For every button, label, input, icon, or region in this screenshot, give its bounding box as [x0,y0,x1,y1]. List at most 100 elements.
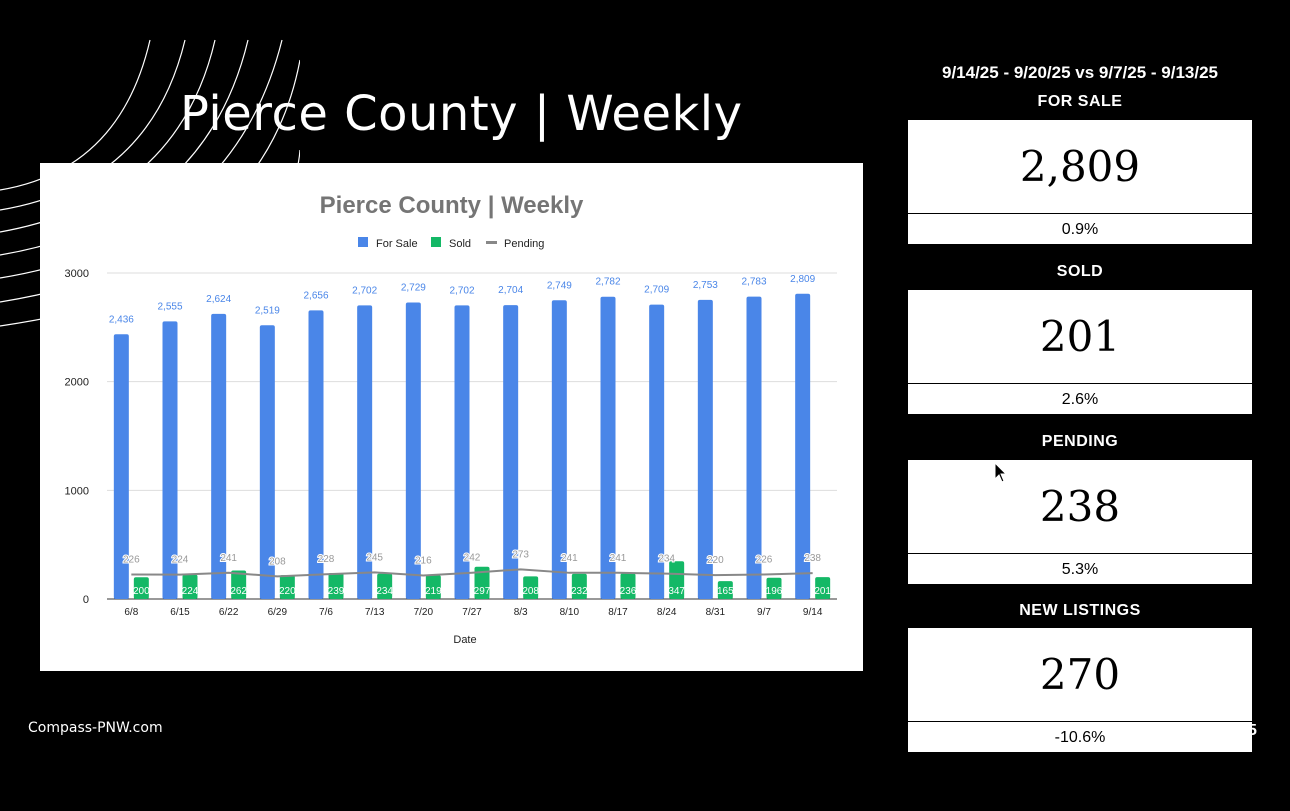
page-title: Pierce County | Weekly [180,86,743,142]
data-label-sold: 236 [620,586,637,597]
data-label-pending: 220 [707,555,724,566]
metric-divider [908,553,1252,554]
bar-for-sale [600,296,616,599]
bar-sold [279,575,295,599]
metric-change-sold: 2.6% [1061,390,1099,408]
x-tick-label: 6/8 [124,607,138,618]
x-tick-label: 8/17 [608,607,628,618]
data-label-pending: 226 [756,554,773,565]
line-pending [131,568,813,578]
data-label-for-sale: 2,702 [352,285,377,296]
bar-sold [766,577,782,599]
bar-sold [231,570,247,599]
data-label-sold: 165 [717,586,734,597]
bar-sold [425,575,441,599]
bar-sold [377,573,393,599]
data-label-sold: 347 [668,586,685,597]
metric-card-sold: 201 2.6% [908,290,1252,414]
data-label-sold: 220 [279,586,296,597]
bar-for-sale [697,299,713,599]
data-label-pending: 228 [318,554,335,565]
metric-card-new-listings: 270 -10.6% [908,628,1252,752]
bar-sold [669,561,685,599]
metric-change-new-listings: -10.6% [1054,728,1106,746]
data-label-sold: 196 [766,586,783,597]
bar-for-sale [405,302,421,599]
data-label-for-sale: 2,624 [206,294,231,305]
data-label-sold: 200 [133,586,150,597]
data-label-pending: 241 [610,553,627,564]
data-label-for-sale: 2,702 [449,285,474,296]
x-tick-label: 9/7 [757,607,771,618]
x-tick-label: 6/29 [268,607,288,618]
data-label-pending: 226 [123,554,140,565]
metric-divider [908,213,1252,214]
weekly-chart: Pierce County | Weekly For Sale Sold Pendin… [65,192,837,646]
data-label-for-sale: 2,555 [157,301,182,312]
bar-for-sale [259,325,275,599]
metric-label-sold: SOLD [1056,263,1104,280]
x-tick-label: 7/27 [462,607,482,618]
x-tick-label: 7/13 [365,607,385,618]
data-label-for-sale: 2,656 [303,290,328,301]
legend-swatch-2 [486,241,497,244]
metric-value-for-sale: 2,809 [1019,142,1141,191]
chart-title: Pierce County | Weekly [320,192,584,219]
metric-change-for-sale: 0.9% [1061,220,1099,238]
data-label-sold: 208 [522,586,539,597]
bar-for-sale [357,305,373,599]
data-label-for-sale: 2,704 [498,285,523,296]
data-label-for-sale: 2,729 [401,282,426,293]
data-label-for-sale: 2,783 [741,277,766,288]
metric-label-pending: PENDING [1041,433,1119,450]
legend-label-1: Sold [449,238,471,250]
y-tick-label: 2000 [65,377,89,389]
data-label-pending: 242 [464,553,481,564]
data-label-sold: 234 [376,586,393,597]
bar-for-sale [454,305,470,599]
data-label-for-sale: 2,753 [693,280,718,291]
bar-sold [620,573,636,599]
x-tick-label: 6/15 [170,607,190,618]
bar-for-sale [308,310,324,599]
y-tick-label: 1000 [65,485,89,497]
bar-sold [717,581,733,599]
bar-sold [328,573,344,599]
metric-divider [908,721,1252,722]
x-tick-label: 8/24 [657,607,677,618]
metric-value-new-listings: 270 [1039,650,1121,699]
metric-label-new-listings: NEW LISTINGS [1019,602,1141,619]
data-label-sold: 239 [328,586,345,597]
bar-sold [182,574,198,599]
data-label-for-sale: 2,749 [547,280,572,291]
mouse-cursor-icon [994,462,1008,483]
x-axis-label: Date [453,634,476,646]
data-label-pending: 238 [804,553,821,564]
data-label-for-sale: 2,709 [644,285,669,296]
chart-panel: Pierce County | Weekly For Sale Sold Pendin… [40,163,863,671]
data-label-pending: 241 [220,553,237,564]
metric-card-for-sale: 2,809 0.9% [908,120,1252,244]
bar-for-sale [113,334,129,599]
data-label-sold: 224 [182,586,199,597]
x-tick-label: 6/22 [219,607,239,618]
data-label-sold: 232 [571,586,588,597]
bar-sold [571,573,587,599]
x-tick-label: 7/6 [319,607,333,618]
data-label-for-sale: 2,809 [790,274,815,285]
data-label-for-sale: 2,436 [109,314,134,325]
x-tick-label: 8/31 [706,607,726,618]
x-tick-label: 7/20 [414,607,434,618]
footer-website[interactable]: Compass-PNW.com [28,720,163,736]
bar-for-sale [162,321,178,599]
legend-swatch-1 [431,237,441,247]
bar-sold [474,566,490,599]
metric-value-pending: 238 [1039,482,1121,531]
data-label-for-sale: 2,782 [595,277,620,288]
data-label-sold: 201 [814,586,831,597]
metric-change-pending: 5.3% [1061,560,1099,578]
comparison-header: 9/14/25 - 9/20/25 vs 9/7/25 - 9/13/25 [942,63,1218,82]
data-label-for-sale: 2,519 [255,305,280,316]
bar-sold [133,577,149,599]
legend-label-2: Pending [504,238,544,250]
